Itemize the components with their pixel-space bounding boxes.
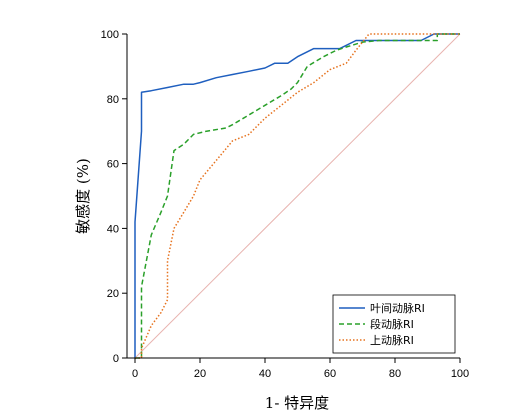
x-tick-label: 100 [451,368,469,380]
y-tick-label: 100 [101,29,119,41]
axes [126,34,460,359]
y-tick-label: 80 [107,94,119,106]
y-tick-label: 60 [107,159,119,171]
x-tick-label: 40 [259,368,271,380]
series-line-1 [134,33,460,358]
series-layer [134,33,460,359]
y-tick-label: 0 [113,353,119,365]
x-tick-label: 20 [194,368,206,380]
x-tick-label: 60 [324,368,336,380]
series-line-3 [135,33,460,359]
legend-label-1: 叶间动脉RI [370,301,425,315]
legend-label-3: 上动脉RI [370,333,414,347]
reference-diagonal [134,33,461,359]
legend-label-2: 段动脉RI [370,317,414,331]
x-tick-label: 0 [132,368,138,380]
y-axis-label: 敏感度 (%) [74,158,92,234]
reference-line [134,33,461,359]
y-axis-ticks: 0 20 40 60 80 100 [101,29,127,365]
x-axis-ticks: 0 20 40 60 80 100 [132,358,469,380]
legend-box [332,294,456,354]
legend: 叶间动脉RI 段动脉RI 上动脉RI [332,294,456,354]
y-tick-label: 20 [107,288,119,300]
x-tick-label: 80 [389,368,401,380]
x-axis-label: 1- 特异度 [265,394,329,412]
y-tick-label: 40 [107,223,119,235]
